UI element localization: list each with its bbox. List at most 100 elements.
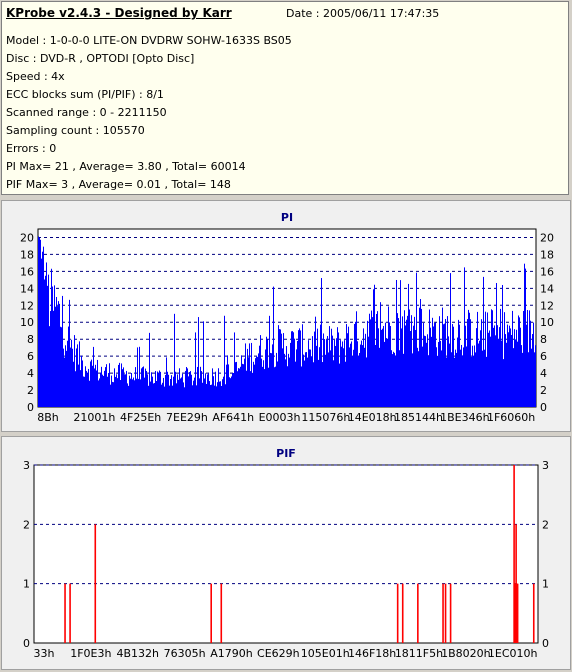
pif-bar (532, 583, 535, 643)
pi-bar (483, 276, 484, 407)
pi-bar (74, 335, 75, 407)
y-tick-label-left: 10 (20, 316, 34, 329)
pi-bar (180, 378, 181, 407)
pi-bar (225, 384, 226, 407)
pi-bar (284, 353, 285, 407)
pi-bar (440, 340, 441, 407)
x-tick-label: 7EE29h (166, 411, 208, 424)
pi-bar (357, 341, 358, 407)
pi-bar (333, 360, 334, 407)
pi-bar (75, 371, 76, 407)
pi-bar (165, 374, 166, 407)
pi-bar (295, 361, 296, 407)
pi-bar (349, 347, 350, 407)
pi-bar (374, 284, 375, 407)
pi-bar (96, 370, 97, 407)
pi-bar (141, 368, 142, 407)
pi-bar (473, 355, 474, 407)
pif-bar (444, 583, 447, 643)
pi-bar (435, 322, 436, 407)
pi-bar (112, 381, 113, 407)
x-tick-label: 14E018h (348, 411, 397, 424)
pi-bar (146, 370, 147, 407)
pi-bar (245, 343, 246, 407)
y-tick-label-left: 16 (20, 265, 34, 278)
pi-bar (489, 330, 490, 407)
pi-bar (196, 385, 197, 407)
pi-bar (137, 347, 138, 407)
pi-bar (481, 319, 482, 407)
pi-bar (415, 330, 416, 407)
y-tick-label-left: 20 (20, 231, 34, 244)
pi-bar (61, 327, 62, 407)
pi-bar (447, 316, 448, 407)
pi-bar (72, 348, 73, 407)
pi-bar (384, 341, 385, 407)
x-tick-label: 1B8020h (441, 647, 491, 660)
pi-bar (236, 361, 237, 407)
pi-bar (508, 332, 509, 407)
y-tick-label-left: 14 (20, 282, 34, 295)
pi-bar (242, 363, 243, 407)
y-tick-label-right: 18 (540, 248, 554, 261)
pi-bar (303, 354, 304, 407)
pi-bar (155, 370, 156, 407)
pif-bar (210, 583, 212, 643)
pi-bar (45, 275, 46, 407)
pi-bar (279, 329, 280, 407)
y-tick-label-right: 8 (540, 333, 547, 346)
pif-bar (442, 583, 444, 643)
pi-bar (111, 375, 112, 407)
pi-bar (308, 340, 309, 407)
pi-bar (408, 283, 409, 407)
pi-bar (287, 366, 288, 407)
pi-bar (426, 342, 427, 407)
pi-bar (162, 382, 163, 407)
pi-bar (156, 380, 157, 407)
pi-bar (365, 333, 366, 407)
pi-bar (142, 367, 143, 407)
pi-bar (211, 384, 212, 407)
pi-bar (405, 325, 406, 407)
pi-bar (371, 310, 372, 407)
pi-bar (102, 374, 103, 407)
pi-bar (41, 258, 42, 407)
pi-bar (465, 325, 466, 407)
pi-bar (518, 315, 519, 407)
pi-bar (122, 369, 123, 407)
pif-bar (401, 583, 404, 643)
pi-bar (218, 368, 219, 407)
pi-bar (389, 322, 390, 407)
pi-bar (56, 296, 57, 407)
pi-bar (354, 323, 355, 407)
pi-bar (507, 324, 508, 407)
y-tick-label-right: 10 (540, 316, 554, 329)
pi-bar (176, 383, 177, 407)
pi-bar (463, 347, 464, 407)
pi-bar (65, 345, 66, 407)
pi-bar (343, 348, 344, 407)
pi-bar (38, 236, 39, 407)
pi-bar (506, 342, 507, 407)
pi-bar (60, 326, 61, 407)
pi-bar (424, 335, 425, 407)
pi-bar (251, 342, 252, 407)
pi-bar (55, 306, 56, 407)
pi-bar (503, 359, 504, 407)
pi-bar (129, 375, 130, 407)
pi-bar (210, 385, 211, 407)
plot-area (33, 464, 539, 644)
pi-bar (360, 344, 361, 407)
info-pif-summary: PIF Max= 3 , Average= 0.01 , Total= 148 (6, 178, 231, 191)
pi-bar (383, 325, 384, 407)
pi-bar (171, 375, 172, 407)
pi-bar (131, 373, 132, 407)
pi-bar (431, 336, 432, 407)
pi-bar (90, 361, 91, 407)
pi-bar (128, 385, 129, 407)
pi-bar (517, 341, 518, 407)
pi-bar (492, 310, 493, 407)
pi-bar (388, 306, 389, 407)
pi-bar (482, 350, 483, 407)
x-tick-label: 76305h (164, 647, 206, 660)
